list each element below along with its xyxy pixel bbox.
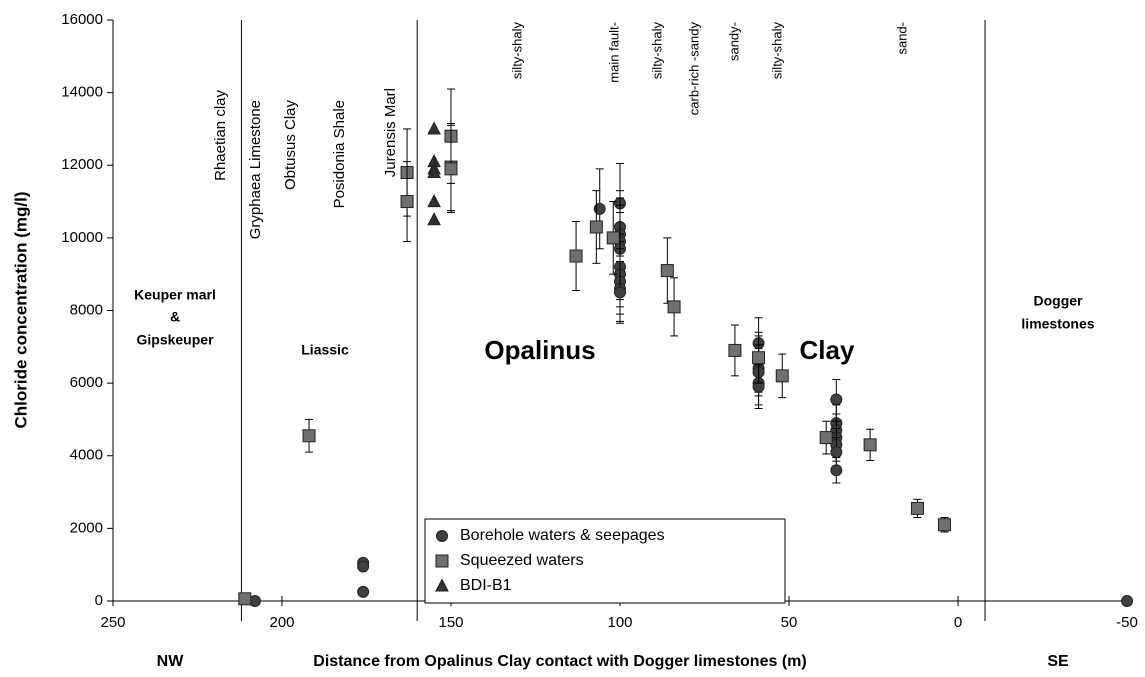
x-tick-label: 150 (438, 614, 463, 631)
unit-label: silty-shaly (649, 22, 664, 80)
point (660, 264, 674, 278)
unit-label: Gryphaea Limestone (247, 100, 264, 239)
y-tick-label: 2000 (70, 519, 103, 536)
x-axis-label: Distance from Opalinus Clay contact with… (313, 653, 806, 670)
point (427, 212, 441, 226)
unit-label: sand- (894, 22, 909, 55)
unit-label: silty-shaly (769, 22, 784, 80)
y-axis-label: Chloride concentration (mg/l) (11, 191, 30, 428)
point (728, 343, 742, 357)
unit-label: Rhaetian clay (212, 90, 229, 181)
point (752, 351, 766, 365)
point (775, 369, 789, 383)
legend-marker (435, 554, 449, 568)
region-label: Dogger (1034, 293, 1084, 309)
point (400, 195, 414, 209)
point (606, 231, 620, 245)
unit-label: carb-rich -sandy (686, 22, 701, 116)
point (910, 501, 924, 515)
legend-box (424, 518, 786, 604)
y-tick-label: 10000 (61, 229, 103, 246)
point (357, 585, 370, 598)
direction-label: NW (157, 653, 185, 670)
y-tick-label: 6000 (70, 374, 103, 391)
unit-label: Posidonia Shale (331, 100, 348, 208)
point (1121, 595, 1133, 607)
y-tick-label: 16000 (61, 11, 103, 28)
legend-marker (435, 578, 449, 592)
point (302, 429, 316, 443)
x-tick-label: 200 (269, 614, 294, 631)
unit-label: Obtusus Clay (282, 100, 299, 191)
point (863, 438, 877, 452)
x-tick-label: 50 (781, 614, 798, 631)
point (667, 300, 681, 314)
point (357, 560, 370, 573)
point (614, 286, 626, 299)
y-tick-label: 0 (95, 592, 103, 609)
unit-label: main fault- (606, 22, 621, 83)
y-tick-label: 8000 (70, 301, 103, 318)
y-tick-label: 4000 (70, 447, 103, 464)
point (427, 193, 441, 208)
x-tick-label: 0 (954, 614, 962, 631)
unit-label: Jurensis Marl (382, 88, 399, 177)
point (427, 121, 441, 135)
legend-label: Borehole waters & seepages (460, 527, 665, 544)
point (427, 164, 441, 179)
legend-label: Squeezed waters (460, 552, 584, 569)
point (819, 431, 833, 445)
unit-label: sandy- (726, 22, 741, 61)
y-tick-label: 14000 (61, 84, 103, 101)
x-tick-label: 250 (100, 614, 125, 631)
x-tick-label: -50 (1116, 614, 1138, 631)
point (830, 446, 843, 459)
point (569, 249, 583, 263)
y-tick-label: 12000 (61, 156, 103, 173)
point (830, 393, 843, 406)
point (238, 592, 252, 606)
direction-label: SE (1047, 653, 1069, 670)
legend-marker (436, 530, 448, 542)
point (589, 220, 603, 234)
point (937, 518, 951, 532)
x-tick-label: 100 (607, 614, 632, 631)
region-label: Clay (800, 335, 855, 365)
point (593, 202, 606, 215)
region-label: & (170, 309, 180, 325)
point (444, 162, 458, 176)
legend-label: BDI-B1 (460, 577, 512, 594)
region-label: Gipskeuper (136, 332, 214, 348)
unit-label: silty-shaly (509, 22, 524, 80)
region-label: Opalinus (484, 335, 595, 365)
region-label: limestones (1021, 316, 1094, 332)
region-label: Liassic (301, 342, 349, 358)
region-label: Keuper marl (134, 287, 216, 303)
point (830, 464, 843, 477)
